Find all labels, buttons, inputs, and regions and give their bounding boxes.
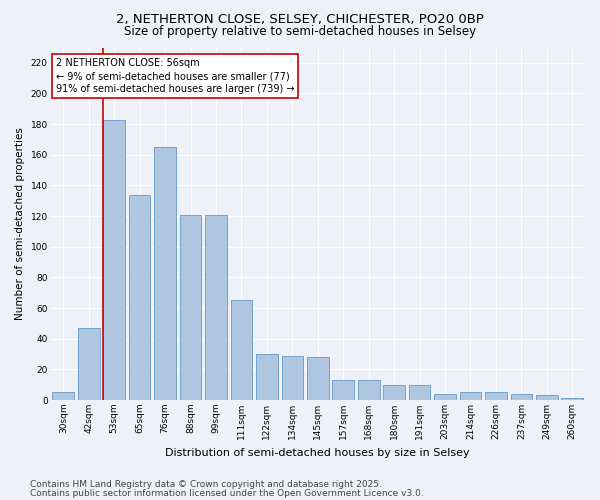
Bar [409, 384, 430, 400]
Bar [536, 396, 557, 400]
Bar [460, 392, 481, 400]
Bar [332, 380, 354, 400]
Text: Size of property relative to semi-detached houses in Selsey: Size of property relative to semi-detach… [124, 25, 476, 38]
Y-axis label: Number of semi-detached properties: Number of semi-detached properties [15, 128, 25, 320]
Bar [307, 357, 329, 400]
Bar [562, 398, 583, 400]
X-axis label: Distribution of semi-detached houses by size in Selsey: Distribution of semi-detached houses by … [166, 448, 470, 458]
Text: 2, NETHERTON CLOSE, SELSEY, CHICHESTER, PO20 0BP: 2, NETHERTON CLOSE, SELSEY, CHICHESTER, … [116, 12, 484, 26]
Bar [383, 384, 405, 400]
Bar [485, 392, 507, 400]
Bar [154, 147, 176, 400]
Bar [230, 300, 252, 400]
Bar [281, 356, 303, 400]
Text: Contains HM Land Registry data © Crown copyright and database right 2025.: Contains HM Land Registry data © Crown c… [30, 480, 382, 489]
Bar [52, 392, 74, 400]
Bar [256, 354, 278, 400]
Bar [434, 394, 456, 400]
Text: 2 NETHERTON CLOSE: 56sqm
← 9% of semi-detached houses are smaller (77)
91% of se: 2 NETHERTON CLOSE: 56sqm ← 9% of semi-de… [56, 58, 295, 94]
Text: Contains public sector information licensed under the Open Government Licence v3: Contains public sector information licen… [30, 489, 424, 498]
Bar [180, 214, 202, 400]
Bar [103, 120, 125, 400]
Bar [129, 194, 151, 400]
Bar [205, 214, 227, 400]
Bar [78, 328, 100, 400]
Bar [358, 380, 380, 400]
Bar [511, 394, 532, 400]
